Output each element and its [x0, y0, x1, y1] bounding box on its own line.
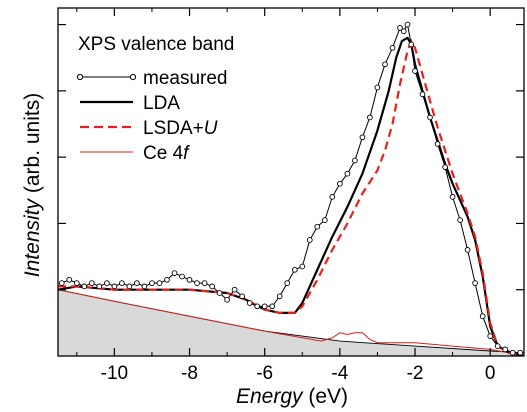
x-tick-label: -10 [101, 363, 128, 384]
measured-point [449, 194, 456, 200]
y-axis-title: Intensity (arb. units) [21, 93, 44, 277]
background-area [58, 289, 524, 356]
measured-point [374, 84, 381, 91]
measured-point [224, 296, 230, 303]
measured-point [509, 349, 516, 356]
measured-point [321, 217, 328, 223]
measured-point [517, 349, 524, 356]
measured-point [134, 280, 140, 286]
measured-point [209, 283, 215, 290]
measured-point [337, 180, 343, 187]
measured-point [81, 283, 88, 290]
measured-point [194, 280, 200, 286]
measured-point [231, 286, 238, 293]
measured-point [111, 283, 118, 290]
chart-title: XPS valence band [78, 34, 234, 55]
measured-point [164, 276, 170, 283]
plot-area [58, 21, 524, 356]
measured-point [104, 280, 110, 286]
measured-point [464, 247, 471, 253]
measured-point [472, 280, 478, 286]
legend-label-0: measured [143, 68, 228, 89]
legend-label-main: LSDA+ [143, 118, 204, 139]
measured-point [352, 157, 358, 164]
measured-point [261, 303, 268, 310]
legend-label-3: Ce 4f [143, 143, 190, 164]
measured-point [156, 280, 163, 286]
x-axis-title: Energy (eV) [236, 385, 348, 408]
legend-label-2: LSDA+U [143, 118, 218, 139]
measured-point [73, 280, 80, 286]
measured-point [502, 346, 509, 353]
measured-point [494, 343, 501, 349]
measured-point [179, 273, 185, 280]
measured-point [419, 91, 426, 98]
axes [57, 7, 525, 357]
measured-point [412, 68, 418, 74]
measured-point [149, 280, 155, 286]
measured-point [404, 21, 411, 28]
measured-point [487, 333, 494, 339]
x-axis-title-main: Energy [236, 385, 304, 408]
measured-point [344, 170, 351, 177]
measured-point [367, 114, 373, 121]
series-ce4f-line [58, 289, 524, 356]
legend-label-main: Ce 4 [143, 143, 184, 164]
measured-point [397, 25, 403, 31]
measured-point [389, 44, 396, 51]
legend-measured-marker [129, 73, 137, 81]
measured-point [239, 293, 245, 300]
legend-label-1: LDA [143, 93, 180, 114]
x-tick-label: -8 [181, 363, 198, 384]
measured-point [284, 280, 291, 286]
measured-point [269, 303, 276, 310]
measured-point [408, 41, 415, 48]
plot-frame [57, 7, 525, 357]
y-axis-title-unit: (arb. units) [21, 93, 44, 199]
measured-point [96, 283, 103, 290]
series-measured-line [61, 23, 521, 354]
legend-label-italic: U [204, 118, 218, 139]
measured-point [400, 28, 407, 35]
measured-point [434, 141, 441, 147]
measured-point [186, 276, 193, 283]
measured-point [442, 164, 448, 170]
legend-measured-marker [76, 73, 84, 81]
measured-point [66, 276, 73, 283]
ticks: -10 -8 -6 -4 -2 0 [58, 8, 524, 384]
measured-point [141, 283, 148, 290]
x-tick-label: -4 [331, 363, 348, 384]
measured-point [329, 194, 336, 200]
measured-point [119, 280, 125, 286]
measured-point [246, 300, 253, 306]
measured-point [314, 223, 321, 230]
measured-point [291, 266, 298, 273]
measured-point [88, 280, 95, 286]
measured-point [201, 280, 208, 286]
measured-point [306, 237, 313, 243]
measured-point [457, 217, 463, 223]
x-axis-title-unit: (eV) [303, 385, 349, 408]
x-tick-label: 0 [485, 363, 496, 384]
x-tick-label: -6 [256, 363, 273, 384]
measured-point [126, 283, 133, 290]
measured-point [427, 114, 433, 121]
plot-inner [58, 21, 524, 356]
measured-point [382, 61, 388, 68]
measured-point [58, 280, 65, 286]
measured-point [359, 134, 366, 141]
measured-point [276, 293, 283, 300]
y-axis-title-main: Intensity [21, 198, 44, 278]
measured-point [299, 263, 306, 270]
measured-point [479, 313, 486, 320]
legend: XPS valence band measured LDA LSDA+U Ce 4f [76, 34, 234, 164]
measured-point [216, 290, 223, 296]
measured-point [171, 270, 178, 276]
x-tick-label: -2 [407, 363, 424, 384]
measured-point [254, 303, 261, 310]
legend-label-italic: f [183, 143, 190, 164]
